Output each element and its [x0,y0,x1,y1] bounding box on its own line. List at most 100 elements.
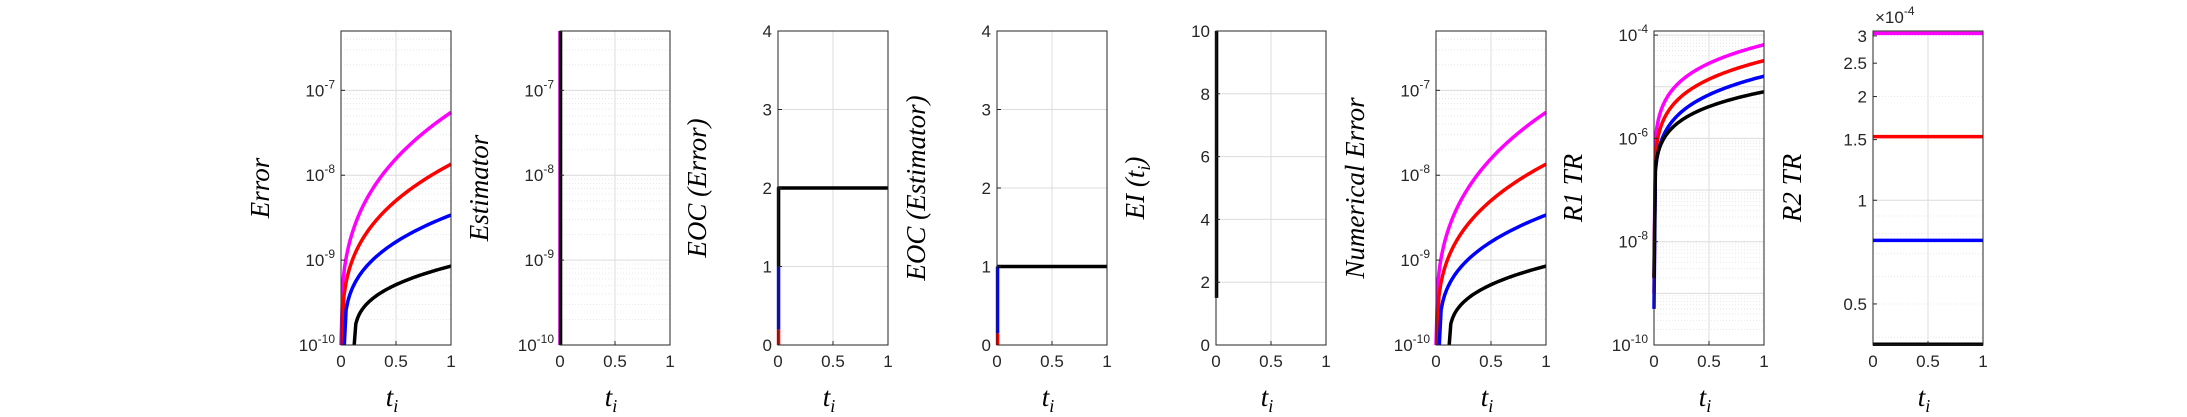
x-axis-label: ti [386,382,399,416]
x-tick-label: 0.5 [1479,352,1503,371]
x-axis-label: ti [605,382,618,416]
y-tick-label: 2 [763,179,772,198]
y-tick-label: 1.5 [1843,131,1867,150]
x-tick-label: 0 [1868,352,1877,371]
y-tick-label: 10-10 [1394,332,1431,355]
y-tick-label: 10 [1191,22,1210,41]
subplot-7: 0 0.5 1 10-10 10-8 10-6 10-4 ti R1 TR [1558,22,1769,416]
y-tick-label: 6 [1201,148,1210,167]
y-tick-label: 10-8 [305,162,335,185]
y-tick-label: 4 [763,22,772,41]
y-tick-label: 1 [763,258,772,277]
y-tick-label: 10-7 [524,77,554,100]
y-tick-label: 3 [763,101,772,120]
y-tick-label: 1 [982,258,991,277]
x-tick-label: 0.5 [1916,352,1940,371]
y-axis-label: Error [245,157,275,219]
y-tick-label: 4 [1201,210,1210,229]
x-tick-label: 1 [665,352,674,371]
x-tick-label: 1 [446,352,455,371]
y-tick-label: 10-10 [299,332,336,355]
series-line-3 [1437,213,1547,346]
x-tick-label: 0 [1211,352,1220,371]
x-axis-label: ti [1481,382,1494,416]
y-tick-label: 10-6 [1618,125,1648,148]
y-tick-label: 2 [1858,88,1867,107]
x-tick-label: 1 [1541,352,1550,371]
y-tick-label: 4 [982,22,991,41]
x-tick-label: 0 [1431,352,1440,371]
subplot-2: 0 0.5 1 10-10 10-9 10-8 10-7 ti Estimator [464,30,675,416]
x-tick-label: 1 [1759,352,1768,371]
y-tick-label: 0 [763,336,772,355]
y-tick-label: 10-9 [1400,247,1430,270]
x-tick-label: 0 [555,352,564,371]
y-tick-label: 10-9 [524,247,554,270]
y-axis-label: Numerical Error [1340,97,1370,280]
x-tick-label: 0 [1649,352,1658,371]
series-line-3 [342,213,452,346]
x-tick-label: 0.5 [1697,352,1721,371]
series-line-2 [1652,58,1765,294]
series-line-4 [1652,90,1765,278]
x-tick-label: 0.5 [1040,352,1064,371]
x-tick-label: 0.5 [821,352,845,371]
y-tick-label: 2 [982,179,991,198]
subplot-3: 0 0.5 1 0 1 2 3 4 ti EOC (Error) [682,22,893,416]
y-tick-label: 10-8 [524,162,554,185]
y-tick-label: 0.5 [1843,295,1867,314]
series-line-1 [1434,110,1547,346]
x-axis-label: ti [1699,382,1712,416]
x-tick-label: 0 [773,352,782,371]
subplot-6: 0 0.5 1 10-10 10-9 10-8 10-7 ti Numerical Error [1340,30,1551,416]
y-tick-label: 10-10 [1612,332,1649,355]
y-tick-label: 10-8 [1400,162,1430,185]
subplot-8: 0 0.5 1 0.5 1 1.5 2 2.5 3 ×10-4 ti R2 TR [1777,4,1988,416]
x-tick-label: 0.5 [603,352,627,371]
y-tick-label: 10-7 [305,77,335,100]
x-axis-label: ti [1042,382,1055,416]
y-axis-label: EI (ti) [1120,157,1154,221]
x-axis-label: ti [823,382,836,416]
x-tick-label: 1 [1321,352,1330,371]
y-tick-label: 3 [1858,27,1867,46]
x-tick-label: 0 [992,352,1001,371]
y-tick-label: 0 [1201,336,1210,355]
subplot-4: 0 0.5 1 0 1 2 3 4 ti EOC (Estimator) [901,22,1112,416]
x-axis-label: ti [1261,382,1274,416]
x-tick-label: 0 [336,352,345,371]
y-tick-label: 0 [982,336,991,355]
y-axis-label: R1 TR [1558,153,1588,223]
y-axis-label: R2 TR [1777,153,1807,223]
y-tick-label: 3 [982,101,991,120]
y-axis-label: EOC (Estimator) [901,95,931,281]
series-line-3 [1652,74,1765,309]
y-tick-label: 10-4 [1618,22,1648,45]
y-tick-label: 2.5 [1843,54,1867,73]
x-axis-label: ti [1918,382,1931,416]
series-line-1 [1652,43,1765,278]
x-tick-label: 0.5 [384,352,408,371]
series-line-4 [1447,264,1547,346]
y-tick-label: 10-9 [305,247,335,270]
subplot-1: 0 0.5 1 10-10 10-9 10-8 10-7 ti Error [245,30,456,416]
y-tick-label: 10-8 [1618,229,1648,252]
x-tick-label: 1 [1102,352,1111,371]
y-tick-label: 1 [1858,191,1867,210]
y-tick-label: 2 [1201,273,1210,292]
series-line-1 [339,110,452,346]
y-axis-label: Estimator [464,134,494,242]
y-tick-label: 8 [1201,85,1210,104]
y-tick-label: 10-7 [1400,77,1430,100]
y-axis-label: EOC (Error) [682,118,712,258]
x-tick-label: 1 [883,352,892,371]
series-line-2 [1435,162,1547,346]
series-line-4 [352,264,452,346]
y-tick-label: 10-10 [518,332,555,355]
x-tick-label: 1 [1978,352,1987,371]
x-tick-label: 0.5 [1259,352,1283,371]
y-multiplier-label: ×10-4 [1875,4,1915,27]
series-line-2 [340,162,452,346]
